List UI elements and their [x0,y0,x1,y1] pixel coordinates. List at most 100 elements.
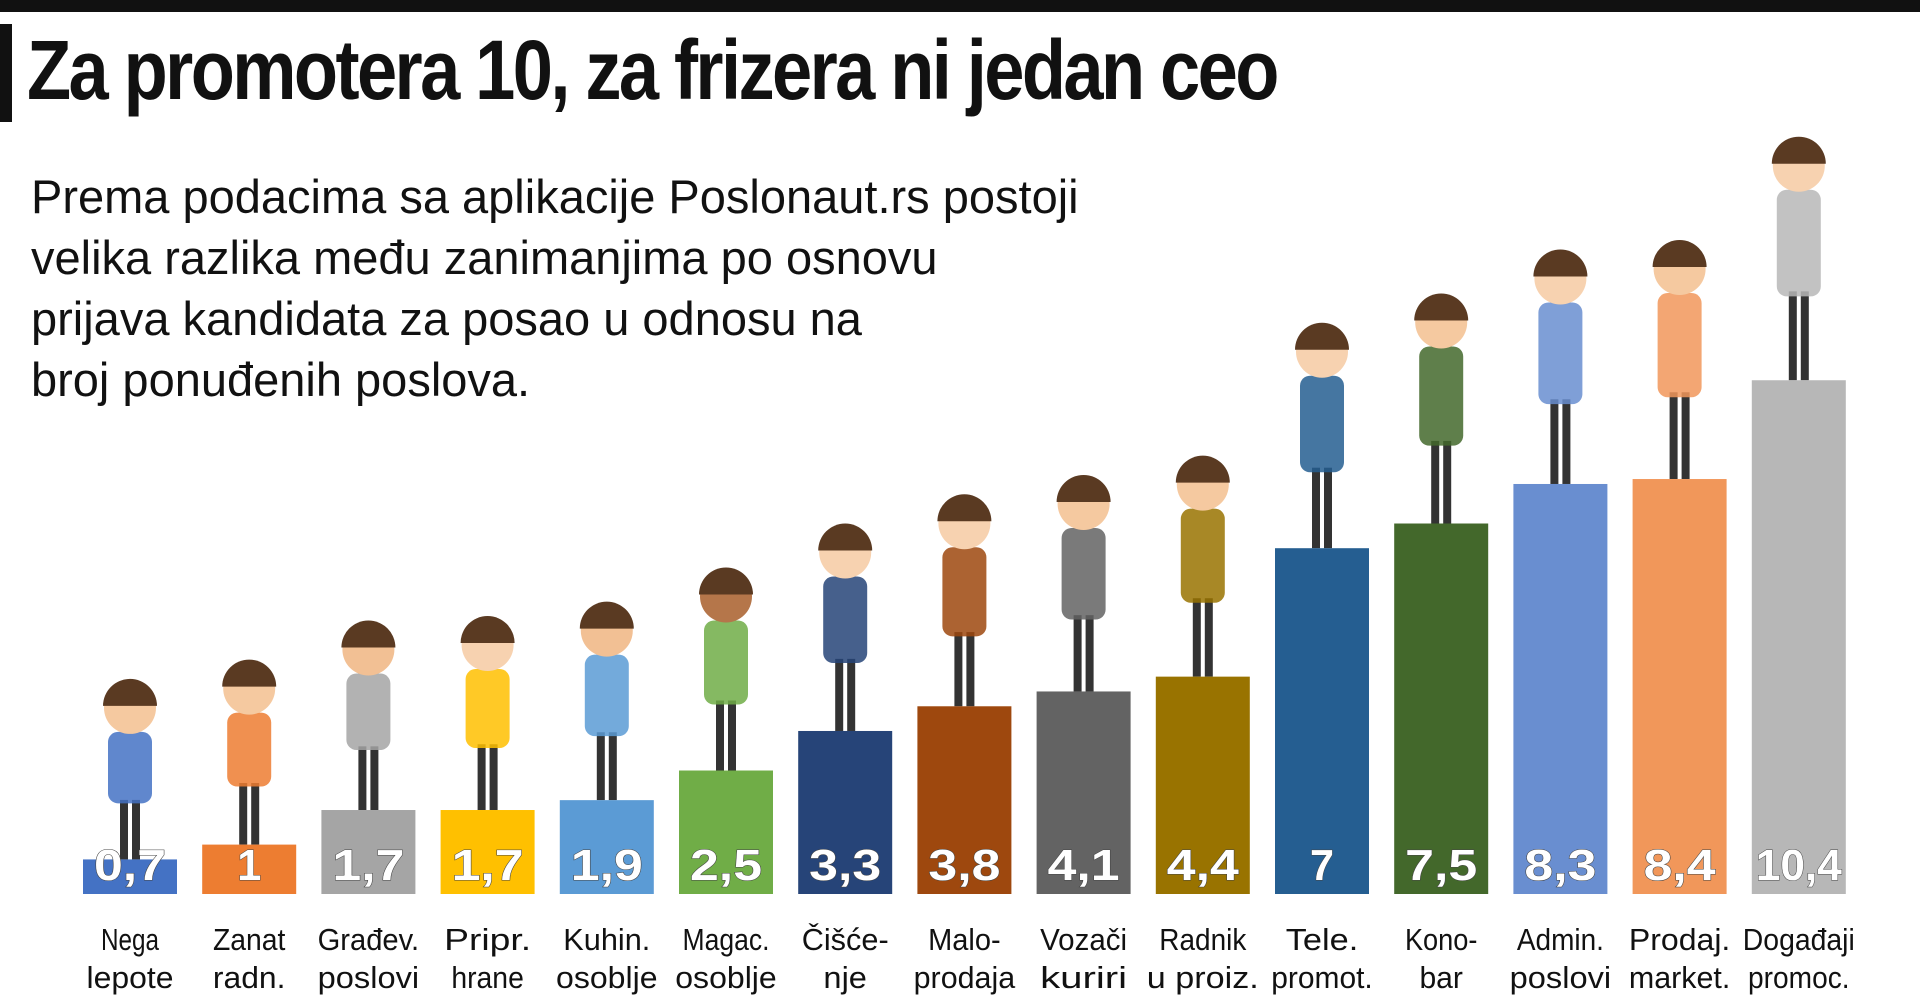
figure-leg [358,746,367,811]
bar-value-label: 3,3 [809,841,881,890]
bar [917,706,1012,894]
top-rule [0,0,1920,12]
figure-body [823,576,868,663]
bar [559,800,654,894]
category-label: osoblje [556,960,658,995]
figure-body [1657,293,1702,398]
figure-leg [1204,598,1213,677]
figure-hair [1295,322,1349,350]
category-label: Kuhin. [563,922,650,957]
bar [679,770,773,894]
bar-value-label: 1,7 [452,841,524,890]
bar-value-label: 1 [237,841,261,890]
bar [321,810,416,894]
bar [1275,548,1369,894]
category-label: Magac. [683,922,770,957]
figure-body [942,547,987,637]
figure-body [1180,508,1225,603]
figure-hair [699,567,753,595]
category-label: kuriri [1040,960,1127,995]
category-label: promot. [1271,960,1373,995]
category-label: radn. [213,960,286,995]
page-title: Za promotera 10, za frizera ni jedan ceo [27,23,1279,117]
category-label: Malo- [928,922,1001,957]
bar-value-label: 2,5 [690,841,762,890]
figure-body [1776,189,1821,297]
figure-leg [1073,615,1082,692]
figure-leg [120,799,128,860]
figure-leg [489,744,498,811]
bar-value-label: 10,4 [1756,841,1843,890]
bar [1751,380,1846,894]
category-label: nje [823,960,867,995]
category-label: Nega [101,922,160,957]
figure-hair [1771,136,1826,164]
figure-hair [937,494,992,522]
figure-leg [477,744,486,811]
figure-body [465,669,510,748]
bar [1155,676,1250,894]
category-label: poslovi [1510,960,1612,995]
bar-value-label: 3,8 [928,841,1000,890]
figure-leg [835,658,844,731]
category-label: u proiz. [1147,960,1259,995]
bar-value-label: 1,7 [332,841,404,890]
figure-hair [1414,293,1469,321]
figure-leg [728,700,736,771]
figure-leg [954,632,963,707]
bar [1513,483,1608,894]
subtitle-line: velika razlika među zanimanjima po osnov… [31,231,938,284]
category-label: market. [1629,960,1731,995]
figure-leg [1192,598,1201,677]
category-label: Admin. [1517,922,1604,957]
figure-body [1419,346,1464,446]
category-label: osoblje [675,960,777,995]
bar-value-label: 7 [1310,841,1334,890]
bar-value-label: 7,5 [1405,841,1477,890]
figure-leg [251,783,260,845]
figure-hair [818,523,873,551]
figure-leg [847,658,856,731]
figure-hair [222,659,277,687]
subtitle-line: Prema podacima sa aplikacije Poslonaut.r… [31,170,1079,223]
category-label: hrane [451,960,524,995]
subtitle-line: prijava kandidata za posao u odnosu na [31,292,862,345]
figure-hair [103,678,157,706]
figure-leg [239,783,248,845]
category-label: Građev. [318,922,420,957]
category-label: Događaji [1743,922,1855,957]
figure-leg [1669,392,1678,480]
bar-value-label: 8,3 [1524,841,1596,890]
figure-leg [132,799,140,860]
figure-leg [596,732,605,801]
category-label: Vozači [1040,922,1127,957]
figure-leg [966,632,975,707]
category-label: Čišće- [802,922,889,957]
figure-leg [1312,467,1320,549]
figure-body [584,654,629,737]
figure-leg [716,700,724,771]
figure-leg [1681,392,1690,480]
bar [798,730,893,894]
subtitle: Prema podacima sa aplikacije Poslonaut.r… [31,166,1281,410]
category-label: Kono- [1405,922,1478,957]
figure-leg [1085,615,1094,692]
figure-hair [460,616,515,644]
figure-body [108,731,152,804]
figure-leg [370,746,379,811]
category-label: promoc. [1748,960,1850,995]
figure-body [1300,375,1344,473]
category-label: lepote [87,960,174,995]
category-label: bar [1419,960,1463,995]
figure-leg [1443,440,1452,524]
category-label: Pripr. [444,922,531,957]
category-label: Radnik [1159,922,1246,957]
bar [1036,691,1131,894]
figure-leg [1562,399,1571,484]
bar [83,859,177,894]
figure-hair [1056,474,1111,502]
figure-body [346,673,391,750]
figure-body [1538,302,1583,405]
bar [202,844,297,894]
